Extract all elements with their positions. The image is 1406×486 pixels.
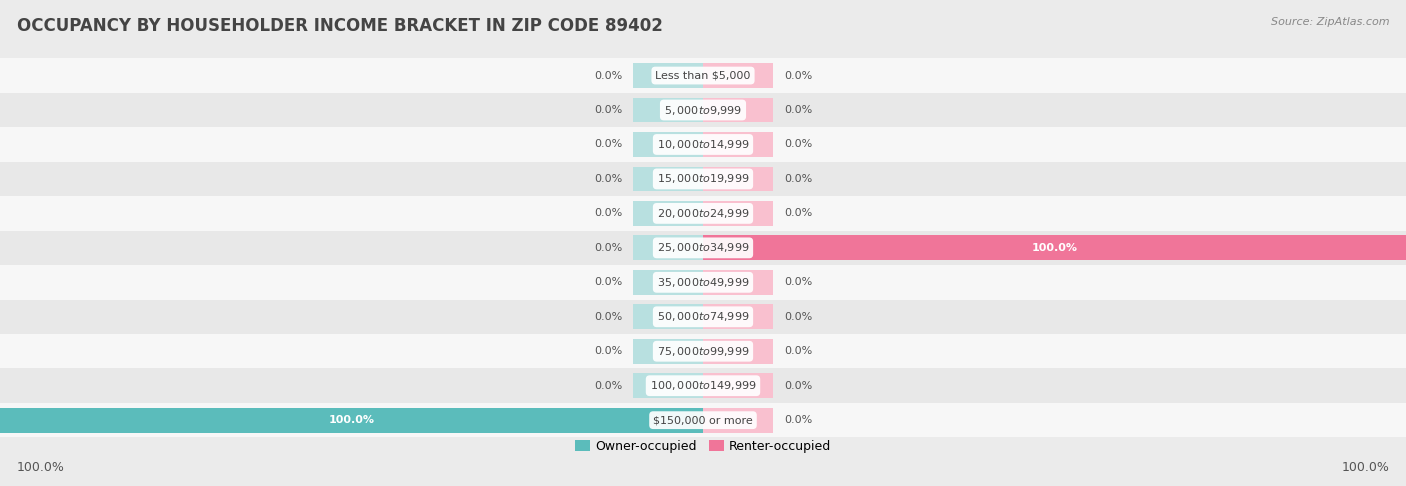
Text: 0.0%: 0.0% — [593, 70, 621, 81]
Bar — [633, 98, 703, 122]
Text: $50,000 to $74,999: $50,000 to $74,999 — [657, 310, 749, 323]
Text: 100.0%: 100.0% — [329, 415, 374, 425]
Bar — [703, 98, 773, 122]
Bar — [703, 373, 773, 398]
Text: 0.0%: 0.0% — [785, 105, 813, 115]
Text: 0.0%: 0.0% — [785, 381, 813, 391]
Text: 0.0%: 0.0% — [785, 70, 813, 81]
Bar — [0, 368, 1406, 403]
Text: $100,000 to $149,999: $100,000 to $149,999 — [650, 379, 756, 392]
Text: 0.0%: 0.0% — [593, 346, 621, 356]
Text: 100.0%: 100.0% — [1341, 461, 1389, 474]
Bar — [703, 201, 773, 226]
Text: 0.0%: 0.0% — [593, 208, 621, 218]
Bar — [0, 299, 1406, 334]
Text: 100.0%: 100.0% — [17, 461, 65, 474]
Bar — [633, 339, 703, 364]
Text: 0.0%: 0.0% — [785, 174, 813, 184]
Bar — [633, 201, 703, 226]
Bar — [703, 339, 773, 364]
Bar — [703, 167, 773, 191]
Bar — [0, 196, 1406, 231]
Text: $15,000 to $19,999: $15,000 to $19,999 — [657, 173, 749, 186]
Text: 0.0%: 0.0% — [785, 312, 813, 322]
Bar — [703, 63, 773, 88]
Text: Less than $5,000: Less than $5,000 — [655, 70, 751, 81]
Text: 0.0%: 0.0% — [593, 312, 621, 322]
Text: $35,000 to $49,999: $35,000 to $49,999 — [657, 276, 749, 289]
Bar — [0, 127, 1406, 162]
Bar — [0, 265, 1406, 299]
Text: 100.0%: 100.0% — [1032, 243, 1077, 253]
Bar — [0, 58, 1406, 93]
Text: 0.0%: 0.0% — [785, 346, 813, 356]
Text: $20,000 to $24,999: $20,000 to $24,999 — [657, 207, 749, 220]
Bar — [0, 408, 703, 433]
Text: 0.0%: 0.0% — [593, 105, 621, 115]
Text: 0.0%: 0.0% — [785, 415, 813, 425]
Bar — [703, 235, 1406, 260]
Bar — [633, 63, 703, 88]
Text: 0.0%: 0.0% — [785, 278, 813, 287]
Text: $75,000 to $99,999: $75,000 to $99,999 — [657, 345, 749, 358]
Bar — [0, 403, 1406, 437]
Text: $25,000 to $34,999: $25,000 to $34,999 — [657, 242, 749, 254]
Bar — [633, 167, 703, 191]
Bar — [633, 304, 703, 329]
Text: Source: ZipAtlas.com: Source: ZipAtlas.com — [1271, 17, 1389, 27]
Bar — [703, 270, 773, 295]
Text: 0.0%: 0.0% — [593, 139, 621, 150]
Text: $5,000 to $9,999: $5,000 to $9,999 — [664, 104, 742, 117]
Legend: Owner-occupied, Renter-occupied: Owner-occupied, Renter-occupied — [575, 440, 831, 453]
Text: 0.0%: 0.0% — [593, 174, 621, 184]
Bar — [0, 162, 1406, 196]
Text: OCCUPANCY BY HOUSEHOLDER INCOME BRACKET IN ZIP CODE 89402: OCCUPANCY BY HOUSEHOLDER INCOME BRACKET … — [17, 17, 662, 35]
Bar — [633, 235, 703, 260]
Bar — [703, 132, 773, 157]
Text: 0.0%: 0.0% — [593, 278, 621, 287]
Bar — [0, 93, 1406, 127]
Text: 0.0%: 0.0% — [593, 243, 621, 253]
Bar — [633, 270, 703, 295]
Text: $150,000 or more: $150,000 or more — [654, 415, 752, 425]
Text: 0.0%: 0.0% — [593, 381, 621, 391]
Text: $10,000 to $14,999: $10,000 to $14,999 — [657, 138, 749, 151]
Bar — [703, 408, 773, 433]
Bar — [633, 132, 703, 157]
Text: 0.0%: 0.0% — [785, 139, 813, 150]
Text: 0.0%: 0.0% — [785, 208, 813, 218]
Bar — [0, 334, 1406, 368]
Bar — [0, 231, 1406, 265]
Bar — [703, 304, 773, 329]
Bar — [633, 373, 703, 398]
